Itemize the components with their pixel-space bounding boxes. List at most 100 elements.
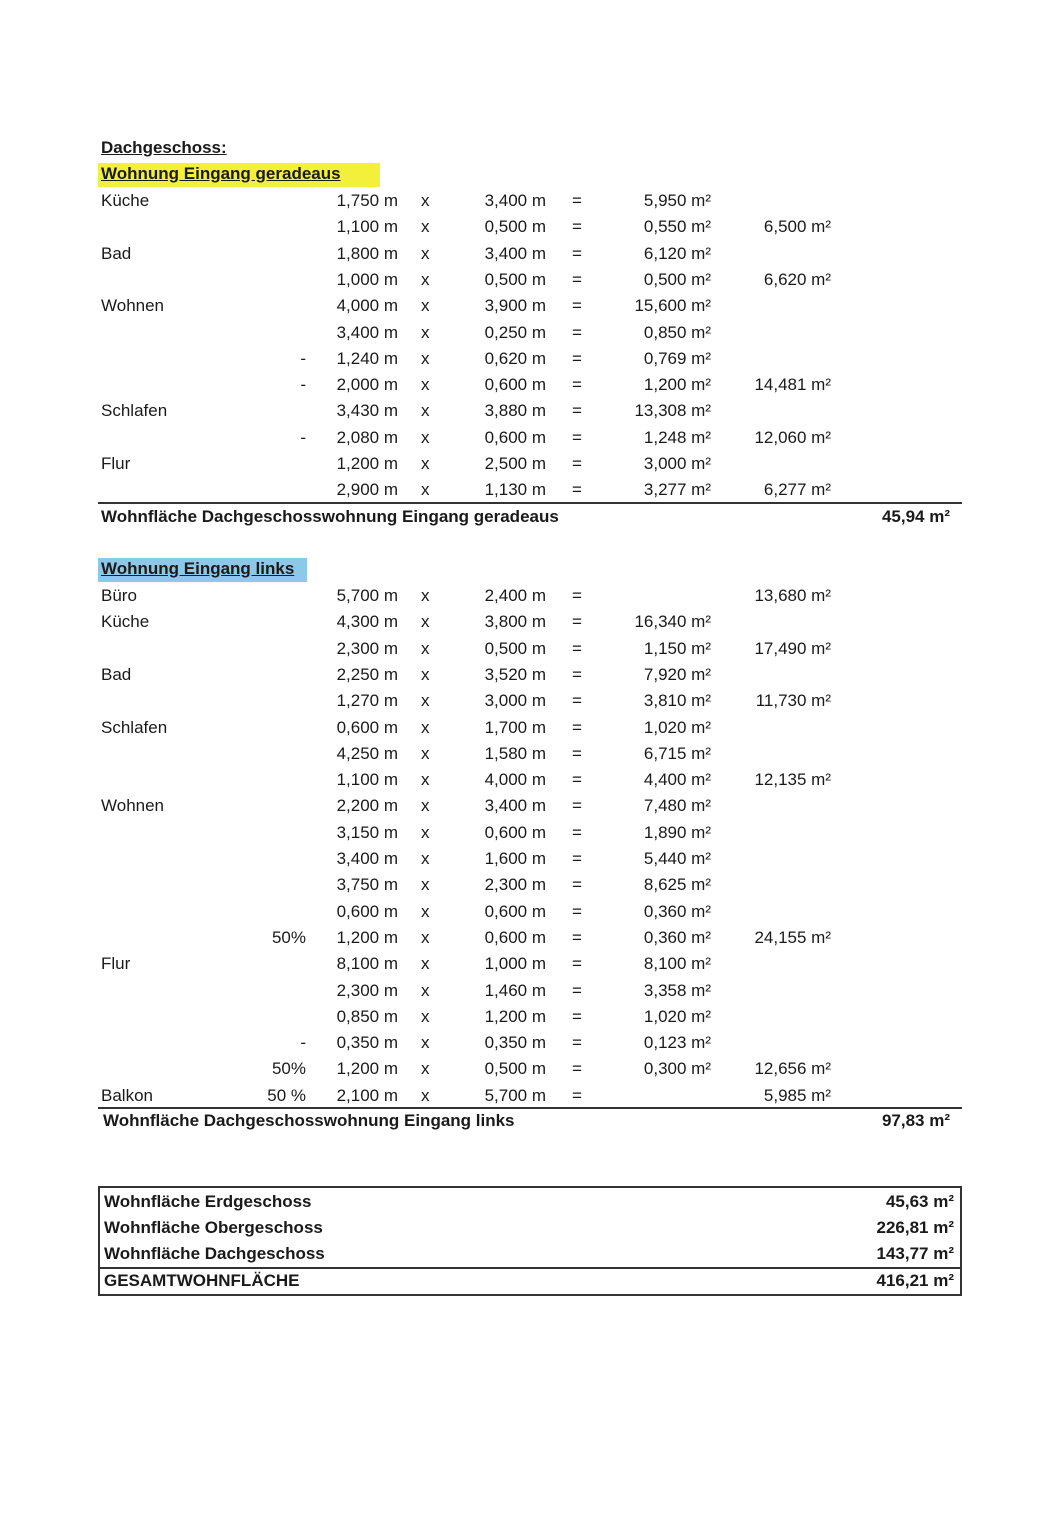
room-label: Schlafen [101,717,168,737]
times-sign: x [421,1085,430,1105]
length: 8,100 m [336,954,398,974]
times-sign: x [421,375,430,395]
width: 1,130 m [484,480,546,500]
area: 0,500 m² [643,269,711,289]
times-sign: x [421,586,430,605]
length: 2,300 m [336,980,398,1000]
summary-row-total: GESAMTWOHNFLÄCHE 416,21 m² [104,1268,954,1294]
times-sign: x [421,717,430,737]
length: 3,400 m [336,322,398,342]
width: 1,700 m [484,717,546,737]
equals-sign: = [572,1006,582,1026]
area: 1,150 m² [643,638,711,658]
width: 0,250 m [484,322,546,342]
calc-row: Küche 4,300 m x 3,800 m = 16,340 m² [0,609,1049,635]
calc-row: - 1,240 m x 0,620 m = 0,769 m² [0,346,1049,372]
calc-row: 1,270 m x 3,000 m = 3,810 m² 11,730 m² [0,688,1049,714]
area: 0,300 m² [643,1059,711,1079]
section-title: Wohnung Eingang geradeaus [101,164,341,183]
equals-sign: = [572,980,582,1000]
room-subtotal: 14,481 m² [754,375,831,395]
section-total-label: Wohnfläche Dachgeschosswohnung Eingang g… [101,507,559,526]
room-subtotal: 17,490 m² [754,638,831,658]
equals-sign: = [572,1059,582,1079]
times-sign: x [421,427,430,447]
room-subtotal: 24,155 m² [754,927,831,947]
width: 0,600 m [484,927,546,947]
width: 2,400 m [484,586,546,605]
equals-sign: = [572,191,582,210]
equals-sign: = [572,743,582,763]
calc-row: Schlafen 3,430 m x 3,880 m = 13,308 m² [0,398,1049,424]
area: 3,358 m² [643,980,711,1000]
area: 0,850 m² [643,322,711,342]
room-label: Flur [101,454,131,473]
room-subtotal: 12,135 m² [754,770,831,790]
area: 8,100 m² [643,954,711,974]
times-sign: x [421,1059,430,1079]
length: 1,000 m [336,269,398,289]
equals-sign: = [572,1033,582,1053]
equals-sign: = [572,322,582,342]
modifier: - [300,348,306,368]
section-total-value: 97,83 m² [881,1111,950,1130]
room-subtotal: 12,060 m² [754,427,831,447]
divider [100,1267,960,1269]
equals-sign: = [572,691,582,711]
calc-row: 0,850 m x 1,200 m = 1,020 m² [0,1004,1049,1030]
equals-sign: = [572,717,582,737]
length: 0,850 m [336,1006,398,1026]
length: 0,350 m [336,1033,398,1053]
length: 2,200 m [336,796,398,816]
length: 0,600 m [336,717,398,737]
calc-row: Flur 1,200 m x 2,500 m = 3,000 m² [0,451,1049,477]
calc-row: 3,400 m x 0,250 m = 0,850 m² [0,320,1049,346]
calc-row: 2,900 m x 1,130 m = 3,277 m² 6,277 m² [0,477,1049,503]
room-subtotal: 6,620 m² [763,269,831,289]
room-subtotal: 11,730 m² [755,691,831,711]
summary-row: Wohnfläche Erdgeschoss 45,63 m² [104,1189,954,1215]
area: 5,440 m² [643,849,711,868]
equals-sign: = [572,269,582,289]
width: 2,500 m [484,454,546,473]
length: 1,240 m [336,348,398,368]
area: 7,920 m² [643,664,711,684]
area: 7,480 m² [643,796,711,816]
area: 3,810 m² [643,691,711,711]
area: 6,715 m² [643,743,711,763]
width: 4,000 m [484,770,546,790]
times-sign: x [421,691,430,711]
length: 3,430 m [336,401,398,421]
equals-sign: = [572,638,582,658]
room-label: Bad [101,664,132,684]
summary-value: 143,77 m² [876,1244,955,1263]
room-label: Flur [101,954,131,974]
calc-row: 3,400 m x 1,600 m = 5,440 m² [0,846,1049,872]
summary-value: 226,81 m² [876,1218,955,1237]
equals-sign: = [572,796,582,816]
calc-row: 50% 1,200 m x 0,500 m = 0,300 m² 12,656 m² [0,1056,1049,1082]
times-sign: x [421,875,430,895]
section-highlight [98,558,307,582]
width: 1,200 m [484,1006,546,1026]
length: 1,750 m [336,191,398,210]
equals-sign: = [572,612,582,632]
length: 4,000 m [336,296,398,316]
divider [98,1107,962,1109]
equals-sign: = [572,480,582,500]
equals-sign: = [572,1085,582,1105]
times-sign: x [421,243,430,263]
summary-row: Wohnfläche Obergeschoss 226,81 m² [104,1215,954,1241]
modifier: - [300,1033,306,1053]
room-label: Schlafen [101,401,168,421]
length: 1,200 m [336,454,398,473]
width: 2,300 m [484,875,546,895]
calc-row: - 0,350 m x 0,350 m = 0,123 m² [0,1030,1049,1056]
calc-row: 0,600 m x 0,600 m = 0,360 m² [0,899,1049,925]
times-sign: x [421,796,430,816]
width: 3,400 m [484,191,546,210]
summary-label: Wohnfläche Dachgeschoss [104,1244,325,1263]
calc-row: Küche 1,750 m x 3,400 m = 5,950 m² [0,188,1049,214]
calc-row: - 2,000 m x 0,600 m = 1,200 m² 14,481 m² [0,372,1049,398]
width: 3,880 m [484,401,546,421]
